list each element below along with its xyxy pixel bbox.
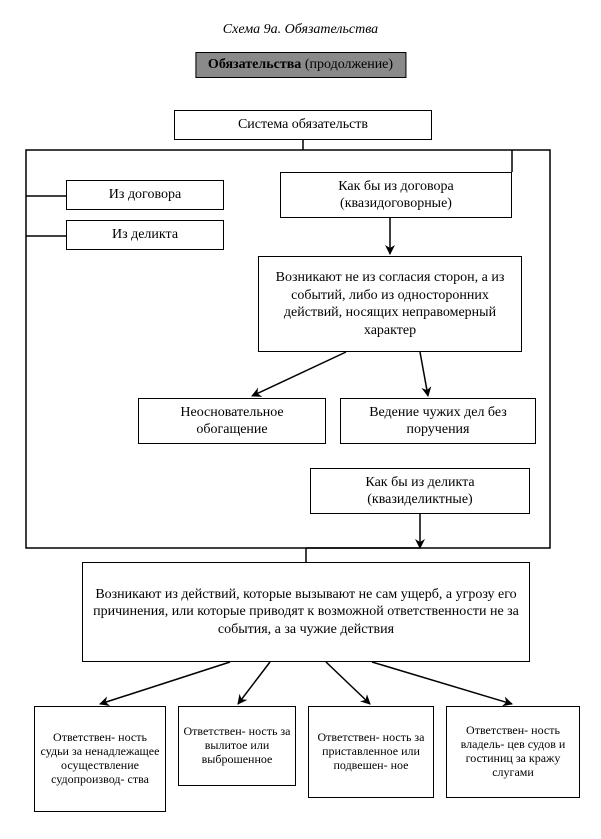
node-delict: Из деликта	[66, 220, 224, 250]
node-contract: Из договора	[66, 180, 224, 210]
node-resp-thrown: Ответствен- ность за вылитое или выброше…	[178, 706, 296, 786]
title-strong: Обязательства	[208, 57, 301, 72]
node-system: Система обязательств	[174, 110, 432, 140]
title-rest: (продолжение)	[301, 57, 393, 72]
node-agency: Ведение чужих дел без поручения	[340, 398, 536, 444]
node-resp-hung: Ответствен- ность за приставленное или п…	[308, 706, 434, 798]
caption: Схема 9а. Обязательства	[0, 22, 601, 38]
node-arise-delict: Возникают из действий, которые вызывают …	[82, 562, 530, 662]
title-bar: Обязательства (продолжение)	[195, 52, 406, 78]
node-quasi-contract: Как бы из договора (квазидоговорные)	[280, 172, 512, 218]
node-resp-judge: Ответствен- ность судьи за ненадлежащее …	[34, 706, 166, 812]
node-quasi-delict: Как бы из деликта (квазиделиктные)	[310, 468, 530, 514]
node-arise-contract: Возникают не из согласия сторон, а из со…	[258, 256, 522, 352]
node-resp-owners: Ответствен- ность владель- цев судов и г…	[446, 706, 580, 798]
node-enrichment: Неосновательное обогащение	[138, 398, 326, 444]
